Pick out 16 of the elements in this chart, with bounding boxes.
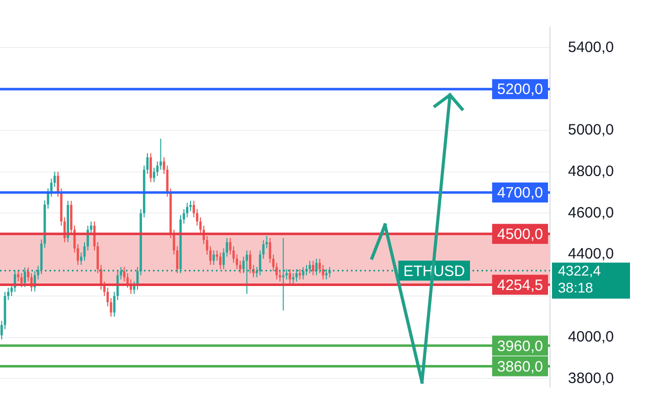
- y-tick-label: 4400,0: [568, 246, 614, 263]
- ref-line-label: 4700,0: [497, 184, 544, 202]
- ref-line-label: 4500,0: [497, 226, 544, 244]
- y-tick-label: 5400,0: [568, 38, 614, 56]
- ref-line-label: 3960,0: [497, 338, 544, 355]
- y-tick-label: 5000,0: [568, 122, 614, 139]
- y-tick-label: 3800,0: [568, 370, 614, 387]
- y-tick-label: 4600,0: [568, 204, 614, 222]
- ref-line-label: 5200,0: [497, 81, 544, 98]
- text: 4322,4: [558, 262, 602, 278]
- ref-line-label: ETHUSD: [403, 262, 466, 280]
- ref-line-label: 3860,0: [497, 358, 544, 376]
- ref-line-label: 4254,5: [497, 276, 544, 294]
- text: 38:18: [558, 280, 594, 296]
- y-tick-label: 4000,0: [568, 328, 614, 346]
- y-tick-label: 4800,0: [568, 162, 614, 180]
